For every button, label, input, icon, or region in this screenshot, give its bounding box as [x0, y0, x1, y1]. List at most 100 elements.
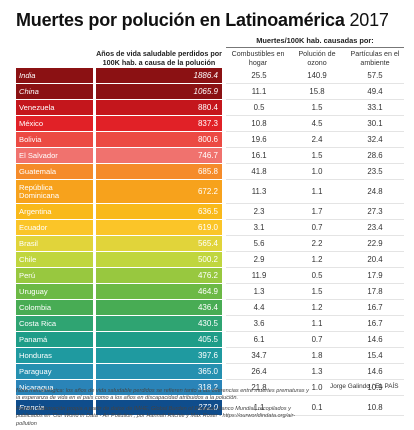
col1-cell: 25.5	[251, 71, 267, 80]
col1-cell: 21.8	[251, 383, 267, 392]
country-label: República Dominicana	[16, 180, 93, 203]
country-label: Uruguay	[16, 284, 93, 299]
col1-cell: 1.1	[253, 403, 265, 412]
col2-cell: 140.9	[307, 71, 327, 80]
col3-cell: 23.4	[367, 223, 383, 232]
col1-cell: 11.9	[251, 271, 267, 280]
col1-cell: 3.6	[253, 319, 265, 328]
row-divider	[226, 283, 404, 284]
years-lost-value: 1886.4	[96, 68, 222, 83]
row-divider	[226, 267, 404, 268]
col2-cell: 2.4	[311, 135, 323, 144]
row-divider	[226, 251, 404, 252]
col1-cell: 16.1	[251, 151, 267, 160]
chart-title-main: Muertes por polución en Latinoamérica	[16, 10, 345, 30]
col3-cell: 30.1	[367, 119, 383, 128]
row-divider	[226, 131, 404, 132]
country-label: Argentina	[16, 204, 93, 219]
col3-cell: 14.6	[367, 335, 383, 344]
row-divider	[226, 179, 404, 180]
credit: Jorge Galindo / EL PAÍS	[330, 383, 399, 390]
col3-cell: 16.7	[367, 303, 383, 312]
col1-cell: 41.8	[251, 167, 267, 176]
col2-header: Polución de ozono	[298, 50, 336, 67]
col3-cell: 28.6	[367, 151, 383, 160]
col2-cell: 1.1	[311, 187, 323, 196]
col3-cell: 16.7	[367, 319, 383, 328]
col3-cell: 22.9	[367, 239, 383, 248]
years-lost-value: 880.4	[96, 100, 222, 115]
col3-cell: 33.1	[367, 103, 383, 112]
years-lost-value: 619.0	[96, 220, 222, 235]
col3-cell: 32.4	[367, 135, 383, 144]
country-label: Brasil	[16, 236, 93, 251]
col2-cell: 1.0	[311, 167, 323, 176]
col2-cell: 15.8	[309, 87, 325, 96]
col1-header: Combustibles en hogar	[231, 50, 285, 67]
country-label: Nicaragua	[16, 380, 93, 395]
years-lost-value: 636.5	[96, 204, 222, 219]
country-label: Panamá	[16, 332, 93, 347]
row-divider	[226, 115, 404, 116]
col2-cell: 4.5	[311, 119, 323, 128]
col1-cell: 11.3	[251, 187, 267, 196]
country-label: México	[16, 116, 93, 131]
row-divider	[226, 235, 404, 236]
years-lost-value: 565.4	[96, 236, 222, 251]
col1-cell: 26.4	[251, 367, 267, 376]
years-lost-value: 365.0	[96, 364, 222, 379]
col2-cell: 0.1	[311, 403, 323, 412]
country-label: Colombia	[16, 300, 93, 315]
col3-header: Partículas en el ambiente	[350, 50, 400, 67]
col3-cell: 24.8	[367, 187, 383, 196]
country-label: Francia	[16, 400, 93, 415]
col2-cell: 1.0	[311, 383, 323, 392]
row-divider	[226, 299, 404, 300]
years-lost-value: 397.6	[96, 348, 222, 363]
col2-cell: 0.7	[311, 335, 323, 344]
country-label: Guatemala	[16, 164, 93, 179]
row-divider	[226, 331, 404, 332]
col3-cell: 23.5	[367, 167, 383, 176]
col2-cell: 1.5	[311, 287, 323, 296]
country-label: Bolivia	[16, 132, 93, 147]
col1-cell: 10.8	[251, 119, 267, 128]
col2-cell: 2.2	[311, 239, 323, 248]
col2-cell: 1.5	[311, 103, 323, 112]
country-label: China	[16, 84, 93, 99]
col2-cell: 0.7	[311, 223, 323, 232]
years-lost-value: 672.2	[96, 180, 222, 203]
country-label: Costa Rica	[16, 316, 93, 331]
years-lost-value: 746.7	[96, 148, 222, 163]
years-lost-value: 800.6	[96, 132, 222, 147]
col1-cell: 0.5	[253, 103, 265, 112]
col2-cell: 1.8	[311, 351, 323, 360]
row-divider	[226, 395, 404, 396]
row-divider	[226, 363, 404, 364]
years-lost-value: 685.8	[96, 164, 222, 179]
country-label: Paraguay	[16, 364, 93, 379]
col3-cell: 57.5	[367, 71, 383, 80]
years-lost-value: 464.9	[96, 284, 222, 299]
years-lost-value: 405.5	[96, 332, 222, 347]
col3-cell: 15.4	[367, 351, 383, 360]
col2-cell: 1.1	[311, 319, 323, 328]
row-divider	[226, 347, 404, 348]
years-lost-value: 430.5	[96, 316, 222, 331]
col3-cell: 17.8	[367, 287, 383, 296]
row-divider	[226, 147, 404, 148]
deaths-group-header: Muertes/100K hab. causadas por:	[226, 36, 404, 48]
col1-cell: 4.4	[253, 303, 265, 312]
row-divider	[226, 163, 404, 164]
row-divider	[226, 315, 404, 316]
main-column-header: Años de vida saludable perdidos por 100K…	[96, 49, 222, 67]
col3-cell: 10.9	[367, 383, 383, 392]
col2-cell: 1.7	[311, 207, 323, 216]
country-label: Honduras	[16, 348, 93, 363]
col3-cell: 10.8	[367, 403, 383, 412]
chart-title: Muertes por polución en Latinoamérica 20…	[16, 10, 389, 31]
col1-cell: 11.1	[251, 87, 267, 96]
years-lost-value: 500.2	[96, 252, 222, 267]
col1-cell: 3.1	[253, 223, 265, 232]
col2-cell: 1.2	[311, 255, 323, 264]
